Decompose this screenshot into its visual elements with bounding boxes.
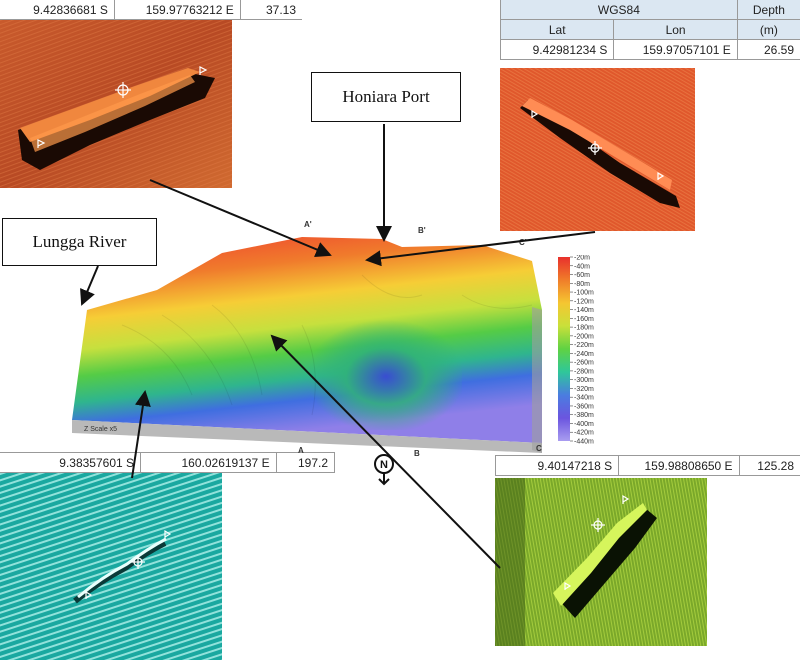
depth-scale-label: -420m bbox=[574, 430, 594, 437]
depth-scale-label: -80m bbox=[574, 281, 590, 288]
lat-cell: 9.42981234 S bbox=[499, 39, 615, 60]
profile-label-a-prime: A' bbox=[304, 220, 312, 229]
depth-scale-label: -220m bbox=[574, 342, 594, 349]
depth-scale-label: -120m bbox=[574, 298, 594, 305]
depth-scale-label: -200m bbox=[574, 333, 594, 340]
depth-scale-label: -340m bbox=[574, 395, 594, 402]
depth-scale-label: -160m bbox=[574, 316, 594, 323]
north-arrow-icon: N bbox=[372, 452, 396, 488]
site-table-top-right: WGS84 Depth Lat Lon (m) 9.42981234 S 159… bbox=[499, 0, 800, 60]
profile-label-c: C bbox=[536, 444, 542, 453]
profile-label-a: A bbox=[298, 446, 304, 455]
depth-scale-bar bbox=[558, 257, 570, 441]
profile-label-b: B bbox=[414, 449, 420, 458]
depth-header: Depth bbox=[736, 0, 800, 20]
lat-header: Lat bbox=[499, 19, 615, 40]
depth-scale-label: -140m bbox=[574, 307, 594, 314]
depth-scale-label: -300m bbox=[574, 377, 594, 384]
svg-text:N: N bbox=[380, 459, 388, 471]
callout-lungga-label: Lungga River bbox=[32, 232, 127, 251]
sonar-image-bottom-left bbox=[0, 473, 222, 660]
depth-scale-label: -180m bbox=[574, 325, 594, 332]
sonar-image-bottom-right bbox=[495, 478, 707, 646]
depth-scale-label: -280m bbox=[574, 368, 594, 375]
lon-cell: 159.97763212 E bbox=[113, 0, 241, 20]
site-table-top-left: 9.42836681 S 159.97763212 E 37.13 bbox=[0, 0, 302, 20]
lat-cell: 9.38357601 S bbox=[0, 452, 142, 473]
depth-scale-label: -20m bbox=[574, 255, 590, 262]
depth-scale-label: -360m bbox=[574, 403, 594, 410]
depth-scale-label: -380m bbox=[574, 412, 594, 419]
z-scale-label: Z Scale x5 bbox=[84, 426, 117, 433]
lat-cell: 9.40147218 S bbox=[494, 455, 620, 476]
depth-cell: 37.13 bbox=[239, 0, 302, 20]
lon-cell: 159.97057101 E bbox=[613, 39, 738, 60]
profile-label-b-prime: B' bbox=[418, 226, 426, 235]
callout-honiara-label: Honiara Port bbox=[342, 87, 430, 106]
depth-color-scale: -20m -40m -60m -80m -100m -120m -140m -160m -180… bbox=[558, 255, 618, 446]
depth-cell: 26.59 bbox=[736, 39, 800, 60]
depth-scale-label: -60m bbox=[574, 272, 590, 279]
lon-cell: 160.02619137 E bbox=[140, 452, 277, 473]
profile-label-c-prime: C' bbox=[519, 238, 527, 247]
sonar-image-top-right bbox=[500, 68, 695, 231]
callout-honiara-port: Honiara Port bbox=[311, 72, 461, 122]
lat-cell: 9.42836681 S bbox=[0, 0, 115, 20]
depth-scale-label: -400m bbox=[574, 421, 594, 428]
depth-scale-label: -260m bbox=[574, 360, 594, 367]
callout-lungga-river: Lungga River bbox=[2, 218, 157, 266]
depth-scale-label: -320m bbox=[574, 386, 594, 393]
depth-scale-label: -240m bbox=[574, 351, 594, 358]
depth-scale-label: -440m bbox=[574, 439, 594, 446]
lon-cell: 159.98808650 E bbox=[618, 455, 740, 476]
depth-scale-label: -40m bbox=[574, 263, 590, 270]
depth-cell: 125.28 bbox=[738, 455, 800, 476]
site-table-bottom-right: 9.40147218 S 159.98808650 E 125.28 bbox=[494, 455, 800, 476]
datum-header: WGS84 bbox=[500, 0, 738, 20]
depth-scale-label: -100m bbox=[574, 290, 594, 297]
depth-scale-legend: -20m-40m -60m -80m -100m-120m -140m -160m -180… bbox=[558, 255, 594, 446]
depth-unit: (m) bbox=[736, 19, 800, 40]
sonar-image-top-left bbox=[0, 20, 232, 188]
lon-header: Lon bbox=[613, 19, 738, 40]
